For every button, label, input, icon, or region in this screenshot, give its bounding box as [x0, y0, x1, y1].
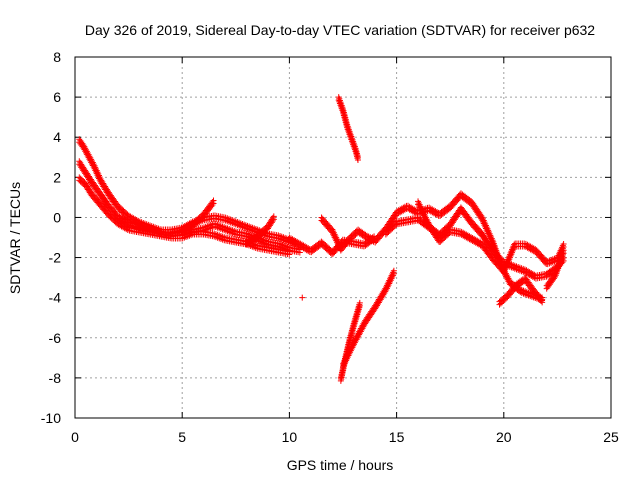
data-point	[296, 249, 303, 256]
y-tick-label: -4	[49, 290, 62, 306]
data-point	[354, 157, 361, 164]
data-point	[270, 216, 277, 223]
data-point	[503, 295, 510, 302]
y-axis-label: SDTVAR / TECUs	[7, 182, 23, 294]
data-point	[392, 222, 399, 229]
data-point	[511, 244, 518, 251]
chart-title: Day 326 of 2019, Sidereal Day-to-day VTE…	[85, 22, 595, 38]
data-point	[209, 201, 216, 208]
y-tick-label: 4	[53, 129, 61, 145]
data-point	[345, 238, 352, 245]
data-point	[550, 275, 557, 282]
x-tick-label: 0	[71, 429, 79, 445]
y-tick-label: -8	[49, 370, 62, 386]
y-tick-label: 0	[53, 209, 61, 225]
data-point	[356, 302, 363, 309]
data-point	[286, 251, 293, 258]
x-axis-label: GPS time / hours	[287, 457, 394, 473]
y-tick-label: 2	[53, 169, 61, 185]
y-tick-label: -6	[49, 330, 62, 346]
grid-layer	[75, 57, 611, 418]
x-tick-label: 10	[282, 429, 298, 445]
y-tick-label: -10	[41, 410, 61, 426]
y-tick-label: 6	[53, 89, 61, 105]
data-point	[539, 299, 546, 306]
x-tick-label: 15	[389, 429, 405, 445]
x-tick-label: 25	[603, 429, 619, 445]
y-tick-label: -2	[49, 250, 62, 266]
x-tick-label: 5	[178, 429, 186, 445]
data-point	[371, 307, 378, 314]
data-point	[560, 250, 567, 257]
data-marks	[76, 94, 567, 384]
y-tick-label: 8	[53, 49, 61, 65]
data-point	[299, 294, 306, 301]
data-point	[390, 270, 397, 277]
data-point	[210, 200, 217, 207]
x-tick-label: 20	[496, 429, 512, 445]
plot-frame	[74, 56, 612, 419]
